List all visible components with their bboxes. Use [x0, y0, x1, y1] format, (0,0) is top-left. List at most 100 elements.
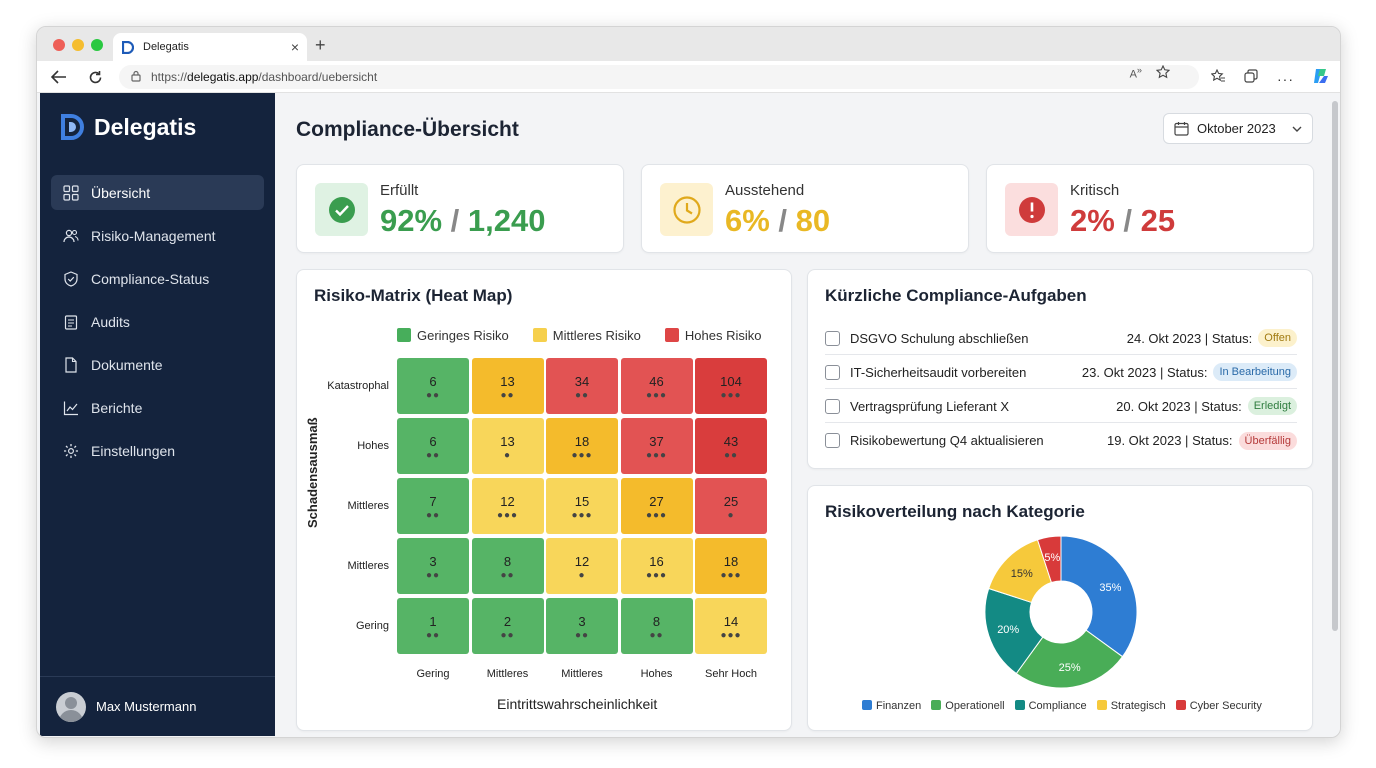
maximize-window-button[interactable] — [91, 39, 103, 51]
url-host: delegatis.app — [187, 70, 259, 84]
heatmap-cell[interactable]: 15 ●●● — [546, 478, 618, 534]
stat-separator: / — [769, 203, 796, 238]
column-label: Mittleres — [486, 668, 529, 680]
close-tab-icon[interactable]: × — [290, 39, 299, 55]
heatmap-cell[interactable]: 3 ●● — [397, 538, 469, 594]
cell-dots: ●● — [425, 570, 441, 581]
cell-value: 104 — [720, 374, 742, 389]
cell-dots: ● — [727, 510, 735, 521]
donut-slice[interactable] — [1036, 535, 1062, 584]
heatmap-cell[interactable]: 7 ●● — [397, 478, 469, 534]
month-selector[interactable]: Oktober 2023 — [1163, 113, 1313, 144]
donut-slice[interactable] — [984, 587, 1044, 675]
user-profile[interactable]: Max Mustermann — [40, 676, 275, 736]
task-name: Risikobewertung Q4 aktualisieren — [850, 433, 1044, 448]
copilot-icon[interactable] — [1312, 67, 1330, 90]
browser-tab[interactable]: Delegatis × — [113, 33, 307, 61]
heatmap-cell[interactable]: 16 ●●● — [620, 538, 693, 594]
task-status-prefix: Status: — [1192, 433, 1233, 448]
sidebar-item-compliance-status[interactable]: Compliance-Status — [51, 261, 264, 296]
collections-icon[interactable] — [1244, 69, 1259, 88]
heatmap-cell[interactable]: 37 ●●● — [620, 418, 693, 474]
donut-slice-label: 20% — [997, 624, 1019, 636]
task-checkbox[interactable] — [825, 433, 840, 448]
task-row[interactable]: Vertragsprüfung Lieferant X 20. Okt 2023 … — [825, 390, 1297, 423]
task-checkbox[interactable] — [825, 398, 840, 414]
heatmap-cell[interactable]: 8 ●● — [471, 538, 544, 594]
favorites-icon[interactable] — [1210, 68, 1226, 88]
stat-icon-box — [660, 183, 713, 236]
heatmap-cell[interactable]: 34 ●● — [546, 358, 618, 414]
reload-icon[interactable] — [85, 67, 105, 87]
task-checkbox[interactable] — [825, 330, 840, 346]
task-meta: 20. Okt 2023 | Status: Erledigt — [1116, 397, 1297, 415]
column-label: Mittleres — [561, 668, 603, 680]
heatmap-cell[interactable]: 1 ●● — [397, 598, 469, 654]
main-area: Compliance-Übersicht Oktober 2023 Erfüll… — [275, 93, 1340, 737]
heatmap-cell[interactable]: 43 ●● — [695, 418, 767, 474]
donut-legend-item: Compliance — [1014, 700, 1087, 712]
donut-legend-item: Cyber Security — [1175, 700, 1262, 712]
sidebar-item-berichte[interactable]: Berichte — [51, 390, 264, 425]
heatmap-cell[interactable]: 6 ●● — [397, 418, 469, 474]
sidebar-item-audits[interactable]: Audits — [51, 304, 264, 339]
heatmap-cell[interactable]: 13 ●● — [471, 358, 544, 414]
minimize-window-button[interactable] — [72, 39, 84, 51]
delegatis-logo-icon — [61, 114, 84, 140]
cell-dots: ●●● — [645, 390, 668, 401]
sidebar-item-label: Einstellungen — [91, 442, 176, 459]
heatmap-cell[interactable]: 14 ●●● — [695, 598, 767, 654]
sidebar-item-dokumente[interactable]: Dokumente — [51, 347, 264, 382]
cell-dots: ●● — [574, 390, 590, 401]
back-arrow-icon[interactable] — [49, 67, 69, 87]
cell-dots: ●● — [649, 630, 664, 641]
task-checkbox[interactable] — [825, 364, 840, 380]
more-menu-icon[interactable]: ··· — [1277, 70, 1294, 87]
cell-dots: ●●● — [645, 570, 668, 581]
read-aloud-icon[interactable]: A» — [1129, 65, 1142, 81]
task-row[interactable]: IT-Sicherheitsaudit vorbereiten 23. Okt 2… — [825, 356, 1297, 389]
cell-dots: ●●● — [571, 450, 593, 461]
close-window-button[interactable] — [53, 39, 65, 51]
cell-value: 37 — [649, 434, 664, 449]
row-label: Mittleres — [347, 500, 389, 512]
task-row[interactable]: Risikobewertung Q4 aktualisieren 19. Okt … — [825, 424, 1297, 457]
cell-dots: ●●● — [645, 510, 668, 521]
heatmap-cell[interactable]: 46 ●●● — [620, 358, 693, 414]
sidebar-item-risiko-management[interactable]: Risiko-Management — [51, 218, 264, 253]
legend-swatch — [397, 328, 411, 342]
cell-dots: ●● — [723, 450, 739, 461]
donut-slice[interactable] — [1015, 629, 1124, 689]
column-label: Gering — [416, 668, 450, 680]
stat-card-ausstehend: Ausstehend 6% / 80 — [641, 164, 969, 253]
heatmap-cell[interactable]: 3 ●● — [546, 598, 618, 654]
sidebar-item-einstellungen[interactable]: Einstellungen — [51, 433, 264, 468]
heatmap-cell[interactable]: 12 ● — [546, 538, 618, 594]
page-scrollbar[interactable] — [1332, 101, 1338, 631]
heatmap-cell[interactable]: 27 ●●● — [620, 478, 693, 534]
sidebar-item-label: Übersicht — [91, 184, 151, 201]
stat-icon-box — [315, 183, 368, 236]
heatmap-cell[interactable]: 6 ●● — [397, 358, 469, 414]
heatmap-cell[interactable]: 25 ● — [695, 478, 767, 534]
brand-logo[interactable]: Delegatis — [60, 113, 196, 141]
heatmap-cell[interactable]: 18 ●●● — [546, 418, 618, 474]
heatmap-cell[interactable]: 18 ●●● — [695, 538, 767, 594]
risk-matrix-card: Risiko-Matrix (Heat Map) Geringes Risiko… — [296, 269, 792, 731]
new-tab-icon[interactable]: + — [315, 35, 326, 55]
browser-toolbar: https://delegatis.app/dashboard/uebersic… — [37, 61, 1340, 93]
star-icon[interactable] — [1155, 64, 1171, 84]
heatmap-cell[interactable]: 2 ●● — [471, 598, 544, 654]
selected-month: Oktober 2023 — [1197, 121, 1276, 136]
row-label: Gering — [355, 620, 389, 632]
stat-value: 2% / 25 — [1070, 203, 1175, 239]
address-bar[interactable]: https://delegatis.app/dashboard/uebersic… — [119, 65, 1199, 89]
heatmap-cell[interactable]: 8 ●● — [620, 598, 693, 654]
task-row[interactable]: DSGVO Schulung abschließen 24. Okt 2023 |… — [825, 322, 1297, 355]
heatmap-cell[interactable]: 13 ● — [471, 418, 544, 474]
heatmap-cell[interactable]: 12 ●●● — [471, 478, 544, 534]
donut-slice[interactable] — [1060, 535, 1138, 658]
heatmap-cell[interactable]: 104 ●●● — [695, 358, 767, 414]
cell-value: 6 — [429, 374, 437, 389]
sidebar-item-uebersicht[interactable]: Übersicht — [51, 175, 264, 210]
